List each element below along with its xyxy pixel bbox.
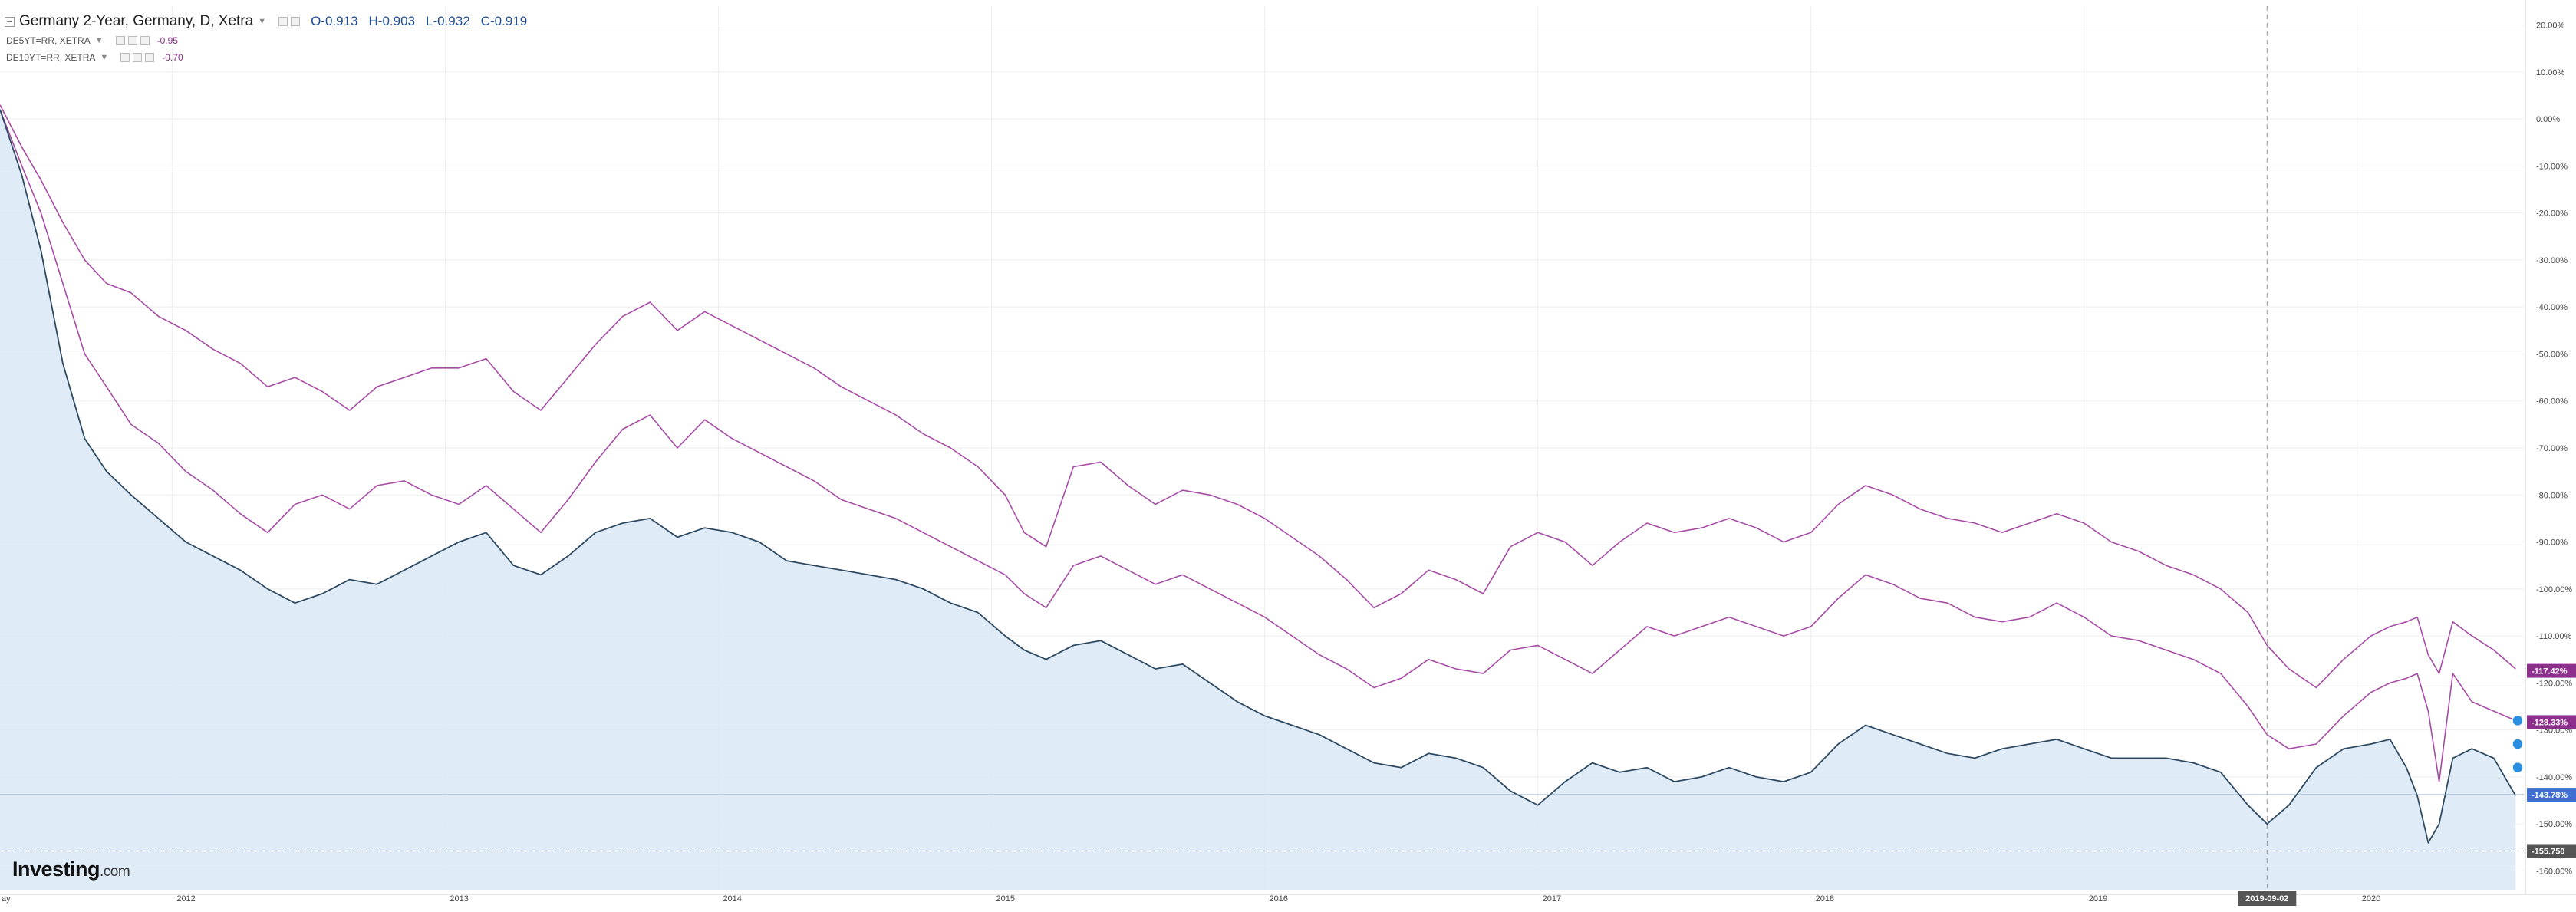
legend-open: O-0.913 (311, 14, 358, 28)
series-line-germany-2y (0, 109, 2517, 844)
x-tick-label: 2019 (2089, 894, 2107, 904)
settings-toggle-icon[interactable] (278, 17, 288, 26)
hide-study-icon[interactable] (120, 53, 130, 62)
hide-series-icon[interactable] (291, 17, 301, 26)
remove-study-icon[interactable] (145, 53, 155, 62)
value-badge (2527, 663, 2576, 678)
x-tick-label: 2015 (996, 894, 1015, 904)
y-tick-label: -50.00% (2536, 350, 2568, 359)
event-marker-icon (2512, 761, 2524, 774)
crosshair-x-badge (2238, 891, 2297, 906)
investing-logo: Investing.com (12, 858, 130, 881)
y-tick-label: -20.00% (2536, 209, 2568, 219)
y-tick-label: -90.00% (2536, 538, 2568, 548)
value-badge-label: -117.42% (2532, 667, 2568, 677)
overlay-layer (0, 6, 2524, 890)
legend-study-value: -0.70 (162, 52, 183, 63)
y-tick-label: -80.00% (2536, 491, 2568, 500)
logo-suffix: .com (100, 864, 130, 880)
y-tick-label: -30.00% (2536, 256, 2568, 265)
legend-study-de5y: DE5YT=RR, XETRA ▼ -0.95 (5, 32, 527, 49)
y-tick-label: -100.00% (2536, 585, 2572, 594)
value-badge-label: -128.33% (2532, 718, 2568, 727)
y-tick-label: -10.00% (2536, 162, 2568, 171)
legend-low: L-0.932 (426, 14, 470, 28)
event-marker-icon (2512, 714, 2524, 727)
crosshair-x-label: 2019-09-02 (2245, 894, 2288, 904)
y-tick-label: -160.00% (2536, 867, 2572, 876)
chevron-down-icon[interactable]: ▼ (100, 53, 109, 62)
x-tick-label: 2013 (450, 894, 468, 904)
x-tick-label: 2017 (1543, 894, 1561, 904)
y-tick-label: -150.00% (2536, 820, 2572, 829)
crosshair-y-badge (2527, 844, 2576, 858)
x-tick-label: 2012 (176, 894, 195, 904)
legend-close: C-0.919 (480, 14, 528, 28)
crosshair-y-label: -155.750 (2532, 847, 2564, 856)
study-settings-icon[interactable] (133, 53, 143, 62)
legend: Germany 2-Year, Germany, D, Xetra ▼ O-0.… (5, 11, 527, 66)
y-tick-label: 10.00% (2536, 68, 2565, 77)
x-tick-label: 2016 (1270, 894, 1288, 904)
series-layer (0, 104, 2517, 891)
chevron-down-icon[interactable]: ▼ (258, 17, 267, 26)
y-tick-label: -110.00% (2536, 632, 2571, 641)
y-tick-label: -70.00% (2536, 444, 2568, 453)
logo-name: Investing (12, 858, 100, 881)
y-tick-label: -60.00% (2536, 397, 2568, 407)
legend-study-value: -0.95 (156, 35, 178, 46)
main-series-area (0, 109, 2516, 891)
study-settings-icon[interactable] (127, 36, 137, 45)
x-tick-label: 2014 (723, 894, 741, 904)
y-tick-label: 20.00% (2536, 21, 2565, 31)
legend-study-label: DE10YT=RR, XETRA (6, 52, 96, 63)
remove-study-icon[interactable] (140, 36, 150, 45)
collapse-legend-icon[interactable] (5, 16, 15, 27)
x-tick-label: ay (2, 894, 11, 904)
value-badge-label: -143.78% (2532, 791, 2568, 800)
y-tick-label: -120.00% (2536, 679, 2572, 688)
series-line-de10y (0, 104, 2516, 689)
legend-main-row: Germany 2-Year, Germany, D, Xetra ▼ O-0.… (5, 11, 527, 32)
x-tick-label: 2020 (2362, 894, 2380, 904)
chevron-down-icon[interactable]: ▼ (94, 36, 104, 45)
legend-high: H-0.903 (368, 14, 415, 28)
legend-study-de10y: DE10YT=RR, XETRA ▼ -0.70 (5, 49, 527, 66)
legend-main-title: Germany 2-Year, Germany, D, Xetra (19, 13, 254, 29)
series-line-de5y (0, 109, 2516, 782)
y-tick-label: -40.00% (2536, 303, 2568, 312)
value-badge (2527, 788, 2576, 802)
y-tick-label: -140.00% (2536, 773, 2572, 782)
hide-study-icon[interactable] (115, 36, 125, 45)
legend-study-label: DE5YT=RR, XETRA (6, 35, 91, 46)
x-tick-label: 2018 (1816, 894, 1834, 904)
y-tick-label: 0.00% (2536, 115, 2560, 124)
value-badge (2527, 715, 2576, 729)
event-marker-icon (2512, 738, 2524, 750)
